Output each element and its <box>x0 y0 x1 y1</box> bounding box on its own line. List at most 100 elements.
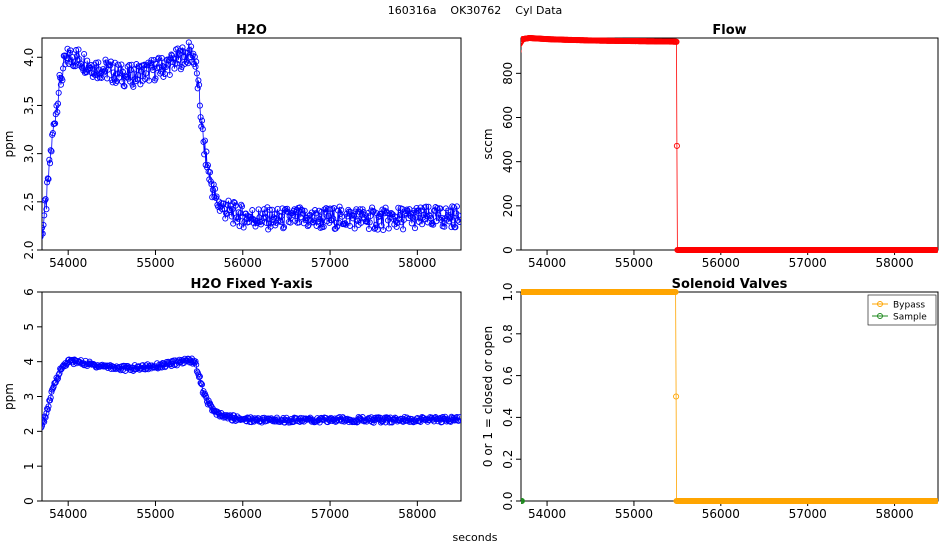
panel2-data-point <box>933 246 938 254</box>
panel1-ytick-label: 2.0 <box>22 240 36 259</box>
panel4-legend-label: Sample <box>893 313 927 323</box>
panel1-data-point <box>84 57 91 64</box>
panel1-data-point <box>346 222 353 229</box>
panel1-data-point <box>440 220 447 227</box>
panel1-data-point <box>116 69 123 76</box>
panel1-data-point <box>158 54 165 62</box>
panel3-ytick-label: 0 <box>22 497 36 505</box>
panel1-data-point <box>203 148 210 155</box>
panel1-ytick-label: 2.5 <box>22 192 36 211</box>
panel1-data-point <box>284 209 292 216</box>
panel1-data-point <box>452 224 459 231</box>
panel4-ytick-label: 1.0 <box>501 282 515 301</box>
panel1-data-point <box>441 223 448 230</box>
panel2-data-point <box>673 142 680 149</box>
panel1-data-point <box>400 226 407 233</box>
panel1-data-point <box>169 52 176 59</box>
panel4-data-point <box>521 498 523 504</box>
panel1-data-point <box>188 58 195 65</box>
panel1-data-point <box>321 206 328 213</box>
panel3-data-point <box>455 417 461 424</box>
panel2-frame <box>520 37 939 251</box>
panel3-data-point <box>42 414 49 421</box>
panel4-xtick-label: 58000 <box>875 507 913 521</box>
panel4-title: Solenoid Valves <box>672 277 788 292</box>
panel1-data-point <box>125 75 132 82</box>
panel1-data-point <box>446 215 453 222</box>
panel3-data-point <box>196 374 203 381</box>
panel1-data-point <box>236 223 243 230</box>
panel1-data-point <box>366 219 373 226</box>
panel1-data-point <box>42 221 47 229</box>
panel1-data-point <box>411 225 419 232</box>
panel1-data-point <box>265 220 273 227</box>
panel3-data-point <box>171 361 178 369</box>
panel1-data-point <box>184 60 192 67</box>
panel1-data-point <box>42 246 43 249</box>
panel1-data-point <box>455 212 461 219</box>
panel1-data-point <box>430 221 437 228</box>
panel1-data-point <box>220 200 227 207</box>
panel1-data-point <box>155 54 162 61</box>
panel3-series-0 <box>42 355 461 431</box>
panel1-xtick-label: 57000 <box>311 256 349 270</box>
panel1-data-point <box>393 223 400 230</box>
panel1-data-point <box>329 206 336 213</box>
panel1-data-point <box>54 100 62 107</box>
panel1-data-point <box>300 210 307 217</box>
panel1-title: H2O <box>236 23 267 38</box>
panel3-data-point <box>193 361 200 368</box>
panel3-data-point <box>196 373 203 380</box>
panel1-data-point <box>83 69 90 76</box>
panel1-data-point <box>368 207 375 214</box>
panel1-data-point <box>359 206 366 213</box>
panel1-data-point <box>425 203 432 210</box>
panel1-data-point <box>225 197 232 204</box>
panel1-data-point <box>118 61 125 68</box>
panel1-data-point <box>59 77 66 84</box>
panel3-data-point <box>164 361 171 368</box>
panel2-xtick-label: 54000 <box>528 256 566 270</box>
panel1-data-point <box>423 203 430 210</box>
panel1-data-point <box>328 217 335 224</box>
panel2-data-point <box>515 62 520 67</box>
panel3-xtick-label: 57000 <box>311 507 349 521</box>
panel4-legend-label: Bypass <box>893 301 925 311</box>
panel1-ytick-label: 3.5 <box>22 96 36 115</box>
panel1-data-point <box>111 59 119 66</box>
panel1-data-point <box>369 204 376 211</box>
panel1-xtick-label: 58000 <box>398 256 436 270</box>
panel3-ytick-label: 3 <box>22 393 36 401</box>
panel2-ytick-label: 0 <box>501 246 515 254</box>
panel1-data-point <box>88 61 95 69</box>
panel1-data-point <box>196 102 203 109</box>
panel3-data-point <box>42 422 44 428</box>
panel3-xtick-label: 55000 <box>136 507 174 521</box>
panel1-data-point <box>198 117 206 124</box>
panel1-data-point <box>193 58 200 65</box>
panel1-data-point <box>385 225 392 232</box>
panel2-ytick-label: 800 <box>501 62 515 85</box>
panel1-data-point <box>208 181 215 188</box>
panel1-data-point <box>316 215 323 222</box>
panel1-data-point <box>446 218 453 225</box>
panel3-title: H2O Fixed Y-axis <box>190 277 312 292</box>
panel3-data-point <box>45 403 52 410</box>
panel1-data-point <box>42 230 46 237</box>
panel1-data-point <box>55 89 62 96</box>
panel1-data-point <box>209 194 216 201</box>
panel1-series-0 <box>42 39 461 249</box>
panel1-data-point <box>342 221 349 228</box>
panel1-data-point <box>453 203 460 210</box>
panel3-data-point <box>176 356 183 363</box>
panel4-xtick-label: 57000 <box>789 507 827 521</box>
panel4-ytick-label: 0.8 <box>501 324 515 343</box>
panel1-data-point <box>450 204 457 211</box>
panel2-ytick-label: 400 <box>501 150 515 173</box>
panel1-xtick-label: 54000 <box>49 256 87 270</box>
panel1-data-point <box>416 214 423 222</box>
panel1-data-point <box>200 138 207 145</box>
panel1-data-point <box>42 230 45 237</box>
panel1-data-point <box>69 62 76 69</box>
